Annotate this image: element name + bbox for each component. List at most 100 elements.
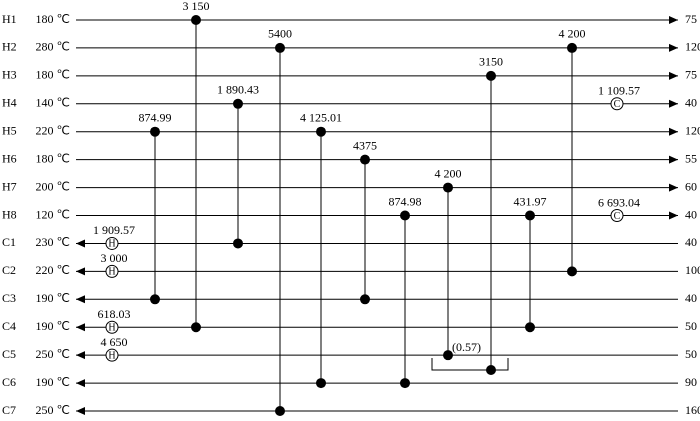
inlet-temp: 180 ℃ (36, 151, 70, 165)
arrow-head (669, 211, 678, 220)
outlet-temp: 100 ℃ (685, 263, 700, 277)
utility-duty: 4 650 (101, 335, 128, 349)
stream-name: C7 (2, 403, 16, 417)
utility-duty: 618.03 (98, 307, 131, 321)
utility (105, 348, 119, 362)
inlet-temp: 190 ℃ (36, 375, 70, 389)
utility-duty: 6 693.04 (598, 195, 640, 209)
arrow-head (76, 239, 85, 248)
stream-name: C5 (2, 347, 16, 361)
utility (105, 320, 119, 334)
utility (610, 209, 624, 223)
match-node (275, 406, 285, 417)
match-node (150, 126, 160, 137)
arrow-head (76, 379, 85, 388)
match-node (150, 294, 160, 305)
match-duty: 3150 (479, 55, 503, 69)
inlet-temp: 180 ℃ (36, 68, 70, 82)
outlet-temp: 75 ℃ (685, 12, 700, 26)
match-node (400, 378, 410, 389)
inlet-temp: 200 ℃ (36, 179, 70, 193)
match-node (525, 322, 535, 333)
outlet-temp: 40 ℃ (685, 96, 700, 110)
match-node (360, 154, 370, 165)
outlet-temp: 120 ℃ (685, 123, 700, 137)
stream-name: C1 (2, 235, 16, 249)
match-node (275, 42, 285, 53)
stream-name: H1 (2, 12, 17, 26)
stream-name: H7 (2, 179, 17, 193)
stream-name: H3 (2, 68, 17, 82)
outlet-temp: 40 ℃ (685, 291, 700, 305)
arrow-head (669, 43, 678, 52)
arrow-head (669, 99, 678, 108)
utility (105, 264, 119, 278)
match-duty: 4 125.01 (300, 110, 342, 124)
arrow-head (669, 183, 678, 192)
stream-name: H6 (2, 151, 17, 165)
utility-duty: 1 109.57 (598, 84, 640, 98)
outlet-temp: 90 ℃ (685, 375, 700, 389)
arrow-head (76, 323, 85, 332)
outlet-temp: 55 ℃ (685, 151, 700, 165)
match-node (191, 15, 201, 25)
inlet-temp: 140 ℃ (36, 96, 70, 110)
arrow-head (669, 71, 678, 80)
stream-name: C2 (2, 263, 16, 277)
stream-name: C6 (2, 375, 16, 389)
match-duty: 4375 (353, 138, 377, 152)
outlet-temp: 40 ℃ (685, 235, 700, 249)
match-duty: 4 200 (559, 27, 586, 41)
stream-name: C3 (2, 291, 16, 305)
match-node (486, 365, 496, 375)
utility (610, 97, 624, 111)
match-duty: 1 890.43 (217, 83, 259, 97)
utility-duty: 1 909.57 (93, 223, 135, 237)
match-node (233, 238, 243, 249)
utility-symbol: H (108, 323, 115, 334)
utility-symbol: H (108, 267, 115, 278)
split-label: (0.57) (452, 340, 481, 354)
arrow-head (76, 407, 85, 416)
match-duty: 431.97 (514, 194, 547, 208)
outlet-temp: 50 ℃ (685, 347, 700, 361)
utility-symbol: H (108, 239, 115, 250)
match-node (567, 266, 577, 277)
stream-name: H5 (2, 123, 17, 137)
outlet-temp: 75 ℃ (685, 68, 700, 82)
match-node (567, 42, 577, 53)
inlet-temp: 120 ℃ (36, 207, 70, 221)
outlet-temp: 120 ℃ (685, 40, 700, 54)
outlet-temp: 50 ℃ (685, 319, 700, 333)
utility (105, 236, 119, 250)
match-duty: 4 200 (435, 166, 462, 180)
arrow-head (76, 295, 85, 304)
inlet-temp: 250 ℃ (36, 403, 70, 417)
split-bracket (431, 358, 509, 371)
match-node (443, 350, 453, 361)
arrow-head (76, 267, 85, 276)
inlet-temp: 250 ℃ (36, 347, 70, 361)
utility-symbol: C (614, 211, 621, 222)
match-node (191, 322, 201, 333)
arrow-head (669, 127, 678, 136)
match-node (360, 294, 370, 305)
outlet-temp: 160 ℃ (685, 403, 700, 417)
match-node (233, 98, 243, 109)
match-node (400, 210, 410, 221)
inlet-temp: 280 ℃ (36, 40, 70, 54)
arrow-head (669, 155, 678, 164)
utility-duty: 3 000 (101, 251, 128, 265)
stream-name: C4 (2, 319, 16, 333)
inlet-temp: 190 ℃ (36, 291, 70, 305)
outlet-temp: 60 ℃ (685, 179, 700, 193)
match-node (316, 126, 326, 137)
stream-name: H2 (2, 40, 17, 54)
match-node (525, 210, 535, 221)
match-duty: 874.98 (389, 194, 422, 208)
arrow-head (76, 351, 85, 360)
utility-symbol: C (614, 99, 621, 110)
inlet-temp: 220 ℃ (36, 123, 70, 137)
